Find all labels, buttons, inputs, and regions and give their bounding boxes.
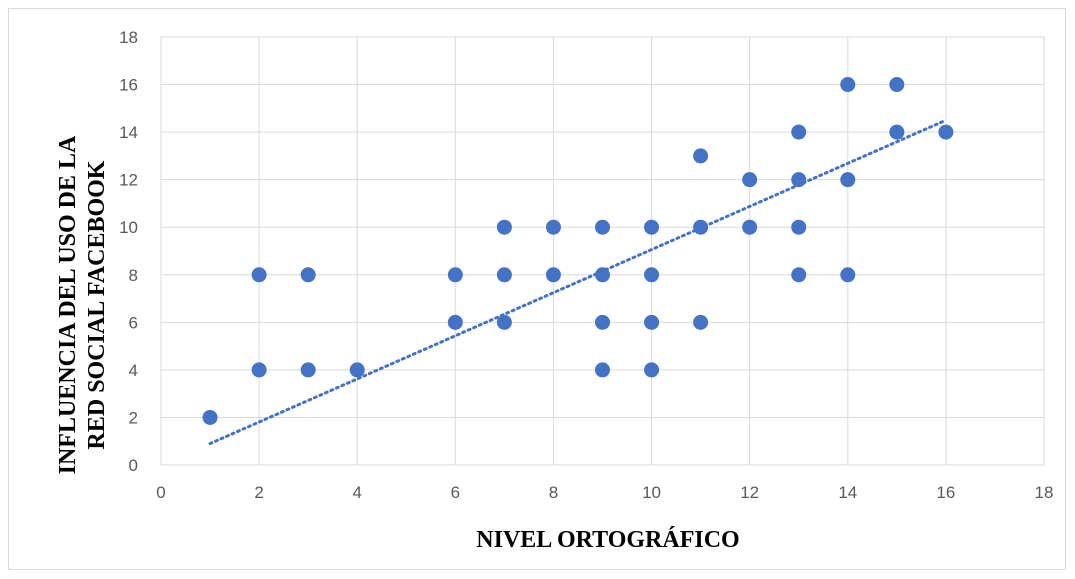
x-tick-label: 2 xyxy=(254,483,263,502)
x-tick-label: 14 xyxy=(838,483,857,502)
data-point xyxy=(496,219,512,235)
x-tick-label: 16 xyxy=(936,483,955,502)
data-point xyxy=(644,219,660,235)
x-tick-labels: 0 2 4 6 8 10 12 14 16 18 xyxy=(156,483,1053,502)
data-point xyxy=(595,314,610,330)
data-point xyxy=(496,314,512,330)
data-point xyxy=(693,314,709,330)
x-tick-label: 0 xyxy=(156,483,165,502)
x-tick-label: 8 xyxy=(549,483,558,502)
data-points xyxy=(202,77,954,425)
data-point xyxy=(644,267,660,283)
y-tick-label: 16 xyxy=(119,76,138,95)
y-tick-label: 6 xyxy=(129,313,138,332)
y-axis-title-line-2: RED SOCIAL FACEBOOK xyxy=(84,160,110,449)
data-point xyxy=(496,267,512,283)
y-tick-label: 18 xyxy=(119,28,138,47)
data-point xyxy=(791,172,807,188)
x-tick-label: 12 xyxy=(740,483,759,502)
x-tick-label: 10 xyxy=(642,483,661,502)
data-point xyxy=(545,219,561,235)
chart-frame xyxy=(8,8,1066,570)
x-axis-title: NIVEL ORTOGRÁFICO xyxy=(476,527,739,553)
data-point xyxy=(595,362,610,378)
data-point xyxy=(938,124,954,140)
y-axis-title: INFLUENCIA DEL USO DE LA RED SOCIAL FACE… xyxy=(55,135,110,474)
data-point xyxy=(349,362,365,378)
data-point xyxy=(742,219,758,235)
y-tick-label: 10 xyxy=(119,218,138,237)
data-point xyxy=(251,362,267,378)
data-point xyxy=(889,77,905,93)
x-tick-label: 6 xyxy=(451,483,460,502)
data-point xyxy=(742,172,758,188)
data-point xyxy=(840,77,856,93)
data-point xyxy=(595,219,610,235)
data-point xyxy=(545,267,561,283)
data-point xyxy=(447,267,463,283)
data-point xyxy=(300,267,316,283)
trendline xyxy=(208,118,948,446)
data-point xyxy=(693,219,709,235)
data-point xyxy=(693,148,709,164)
data-point xyxy=(644,314,660,330)
data-point xyxy=(889,124,905,140)
y-tick-label: 2 xyxy=(129,408,138,427)
data-point xyxy=(447,314,463,330)
y-tick-label: 4 xyxy=(129,361,138,380)
data-point xyxy=(595,267,610,283)
y-tick-labels: 0 2 4 6 8 10 12 14 16 18 xyxy=(119,28,138,475)
data-point xyxy=(251,267,267,283)
x-tick-label: 4 xyxy=(352,483,361,502)
y-tick-label: 12 xyxy=(119,171,138,190)
data-point xyxy=(840,172,856,188)
y-axis-title-line-1: INFLUENCIA DEL USO DE LA xyxy=(55,135,81,474)
data-point xyxy=(644,362,660,378)
trendline-group xyxy=(208,118,948,446)
gridlines xyxy=(160,36,1045,466)
data-point xyxy=(300,362,316,378)
y-tick-label: 0 xyxy=(129,456,138,475)
y-tick-label: 14 xyxy=(119,123,138,142)
data-point xyxy=(202,409,218,425)
data-point xyxy=(791,219,807,235)
data-point xyxy=(840,267,856,283)
data-point xyxy=(791,267,807,283)
data-point xyxy=(791,124,807,140)
x-tick-label: 18 xyxy=(1035,483,1054,502)
y-tick-label: 8 xyxy=(129,266,138,285)
